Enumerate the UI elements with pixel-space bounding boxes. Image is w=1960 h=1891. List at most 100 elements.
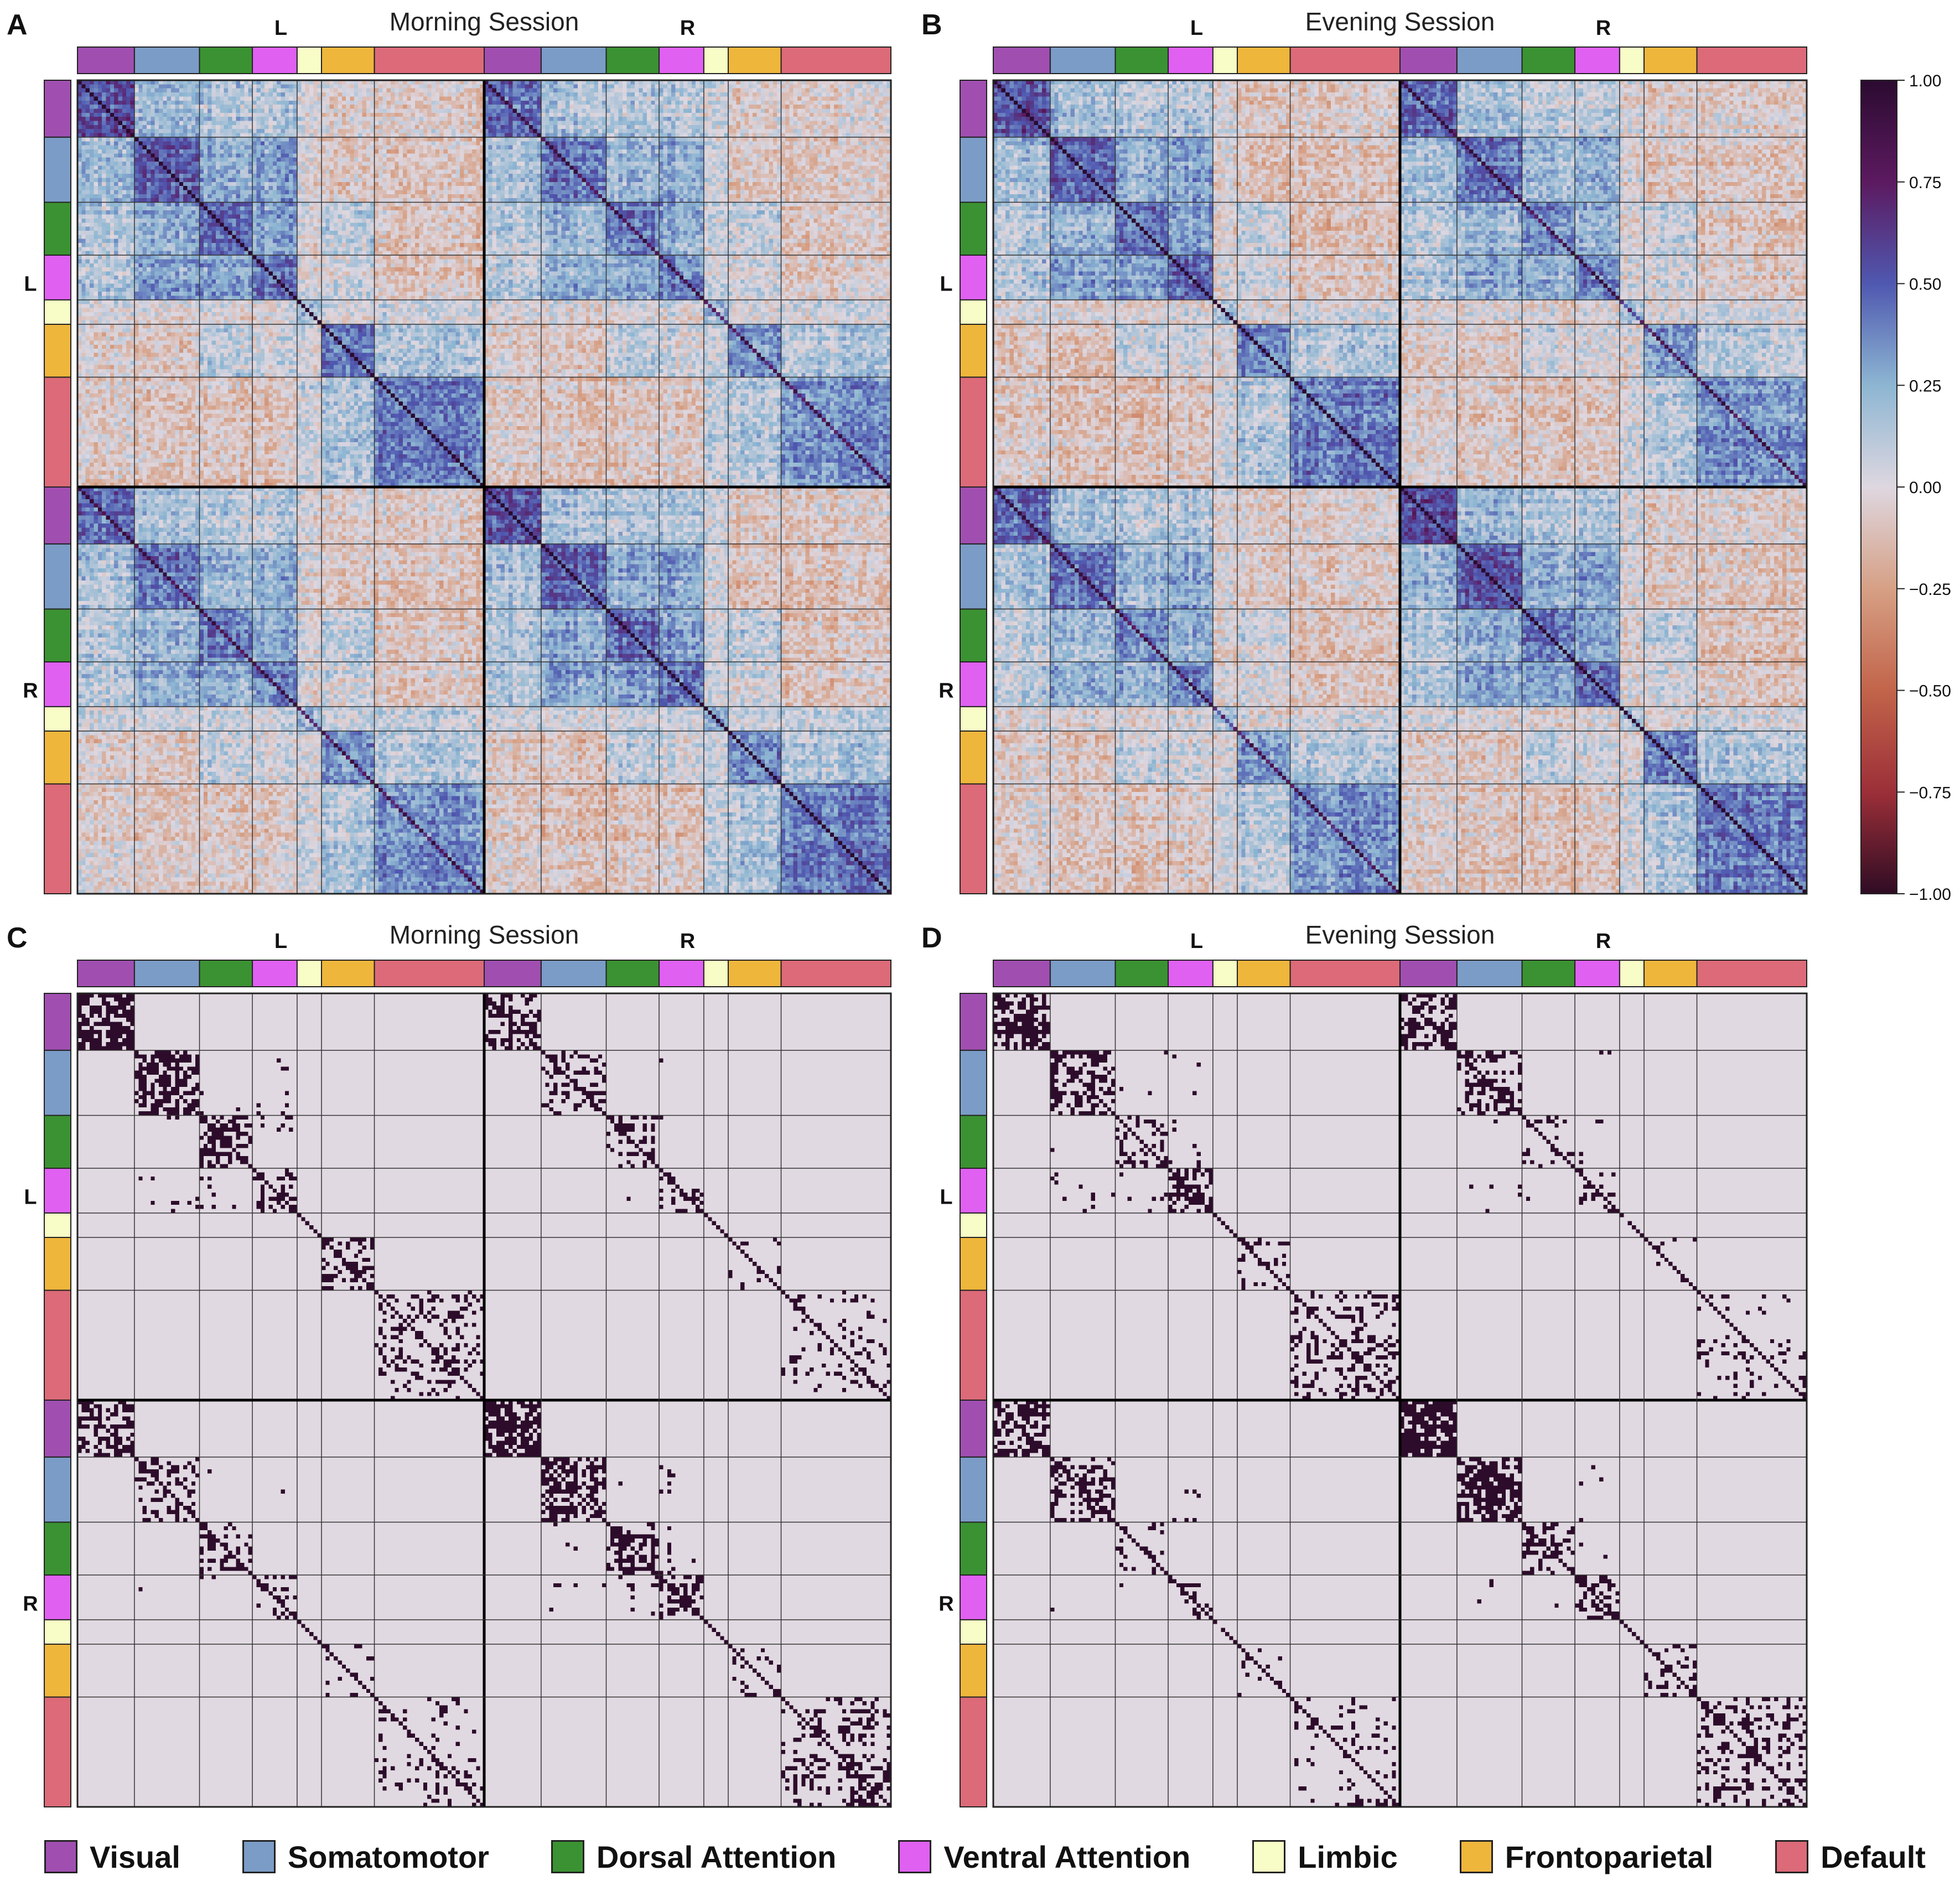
network-bar-top <box>605 46 660 74</box>
network-bar-left <box>960 543 987 610</box>
network-bar-top <box>1114 960 1169 987</box>
network-bar-top <box>1168 46 1214 74</box>
network-bar-left <box>44 486 71 545</box>
colorbar-tick-label: 0.50 <box>1909 276 1941 294</box>
matrix-frame <box>992 992 1808 1808</box>
network-bar-left <box>44 661 71 707</box>
network-bar-top <box>1049 960 1116 987</box>
panel-a: A Morning Session L R L R <box>7 7 892 895</box>
hemisphere-label-left: R <box>23 1593 38 1616</box>
network-bar-top <box>1212 46 1238 74</box>
network-bar-left <box>44 1456 71 1523</box>
network-bar-top <box>1619 960 1645 987</box>
panel-title: Evening Session <box>1305 7 1495 36</box>
legend-item: Limbic <box>1252 1839 1398 1875</box>
network-bar-top <box>1456 960 1523 987</box>
panel-c: C Morning Session L R L R <box>7 920 892 1808</box>
hemisphere-label-top: R <box>680 930 695 953</box>
network-bar-top <box>1399 960 1458 987</box>
network-bar-top <box>1237 46 1291 74</box>
network-bar-left <box>44 376 71 488</box>
network-bar-top <box>1456 46 1523 74</box>
legend-swatch <box>1459 1840 1493 1873</box>
network-bar-left <box>960 731 987 785</box>
network-bar-top <box>1696 960 1808 987</box>
network-bar-top <box>252 46 298 74</box>
hemisphere-label-top: R <box>680 17 695 40</box>
network-bar-left <box>960 608 987 663</box>
colorbar-tick-label: 1.00 <box>1909 72 1941 90</box>
network-bar-top <box>296 960 323 987</box>
network-bar-left <box>960 1049 987 1116</box>
network-bar-left <box>44 1696 71 1808</box>
legend-item: Default <box>1775 1839 1926 1875</box>
legend-item: Ventral Attention <box>898 1839 1190 1875</box>
hemisphere-label-top: L <box>274 17 287 40</box>
network-bar-top <box>1643 960 1698 987</box>
network-bar-top <box>77 46 135 74</box>
panel-title: Morning Session <box>390 7 579 36</box>
network-bar-top <box>77 960 135 987</box>
network-bar-top <box>1289 960 1401 987</box>
network-bar-top <box>199 46 253 74</box>
network-bar-top <box>1643 46 1698 74</box>
legend-item: Dorsal Attention <box>551 1839 836 1875</box>
network-bar-top <box>540 960 607 987</box>
network-bar-top <box>1696 46 1808 74</box>
network-bar-top <box>1237 960 1291 987</box>
legend-swatch <box>1775 1840 1809 1873</box>
network-bar-left <box>960 1115 987 1169</box>
hemisphere-label-left: R <box>938 680 953 703</box>
network-bar-left <box>960 1619 987 1645</box>
network-bar-top <box>374 46 485 74</box>
network-bar-top <box>728 960 782 987</box>
network-bar-left <box>44 1521 71 1576</box>
network-bar-left <box>44 1619 71 1645</box>
legend-label: Ventral Attention <box>943 1839 1191 1874</box>
network-bar-left <box>44 731 71 785</box>
legend-swatch <box>551 1840 584 1873</box>
colorbar-tick-label: −0.75 <box>1909 784 1951 802</box>
network-bar-left <box>44 201 71 256</box>
network-bar-left <box>44 1237 71 1291</box>
legend-label: Frontoparietal <box>1505 1839 1714 1874</box>
hemisphere-label-left: L <box>24 1186 37 1209</box>
network-bar-left <box>960 376 987 488</box>
legend-label: Default <box>1821 1839 1926 1874</box>
network-bar-top <box>1114 46 1169 74</box>
legend-label: Dorsal Attention <box>596 1839 837 1874</box>
network-bar-top <box>296 46 323 74</box>
network-bar-top <box>993 960 1051 987</box>
network-bar-top <box>199 960 253 987</box>
network-bar-left <box>44 324 71 378</box>
panel-letter: A <box>7 9 28 41</box>
hemisphere-label-top: L <box>274 930 287 953</box>
network-bar-left <box>44 255 71 301</box>
network-bar-left <box>960 1212 987 1238</box>
network-bar-top <box>728 46 782 74</box>
network-bar-top <box>321 960 375 987</box>
colorbar-tick-label: −1.00 <box>1909 885 1951 904</box>
network-bar-top <box>484 46 542 74</box>
panel-letter: C <box>7 922 28 954</box>
legend-label: Somatomotor <box>287 1839 489 1874</box>
network-bar-left <box>960 324 987 378</box>
network-bar-top <box>133 46 200 74</box>
legend-swatch <box>242 1840 276 1873</box>
network-bar-top <box>658 960 704 987</box>
hemisphere-label-left: R <box>938 1593 953 1616</box>
legend-label: Visual <box>90 1839 180 1874</box>
panel-title: Morning Session <box>390 920 579 949</box>
network-bar-left <box>44 1168 71 1214</box>
network-bar-left <box>960 1521 987 1576</box>
figure: A Morning Session L R L R B Evening Session L R L R… <box>7 7 1951 1808</box>
network-bar-top <box>1619 46 1645 74</box>
network-bar-left <box>44 1400 71 1458</box>
network-bar-left <box>44 1289 71 1401</box>
network-bar-left <box>44 706 71 732</box>
network-bar-left <box>44 1574 71 1620</box>
network-bar-top <box>1168 960 1214 987</box>
network-bar-top <box>252 960 298 987</box>
network-bar-top <box>780 46 892 74</box>
network-bar-left <box>44 993 71 1051</box>
